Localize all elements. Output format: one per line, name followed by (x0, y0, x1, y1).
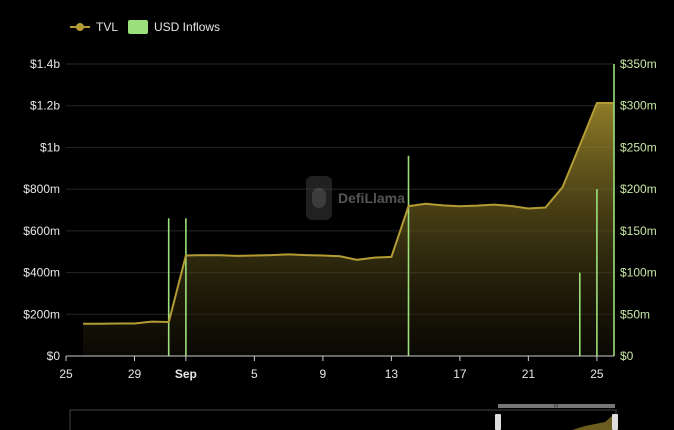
y-right-tick-label: $250m (620, 140, 657, 154)
usd-inflows-swatch-icon (128, 20, 149, 34)
usd-inflow-bar[interactable] (167, 218, 170, 356)
llama-logo-icon (306, 176, 332, 220)
range-navigator[interactable]: III (69, 404, 618, 430)
usd-inflow-bar[interactable] (596, 189, 598, 356)
tvl-line (83, 102, 614, 325)
y-left-tick-label: $800m (23, 182, 60, 196)
watermark-text: DefiLlama (338, 190, 405, 206)
usd-inflow-bar[interactable] (407, 155, 410, 356)
y-left-tick-label: $1.4b (30, 57, 60, 71)
navigator-left-handle[interactable] (495, 414, 501, 430)
x-tick-label: 17 (453, 367, 467, 381)
y-left-tick-label: $400m (23, 266, 60, 280)
tvl-area (83, 103, 615, 356)
y-right-tick-label: $150m (620, 224, 657, 238)
x-tick-label: 25 (59, 367, 73, 381)
navigator-handle-label: III (554, 404, 558, 410)
navigator-frame (69, 409, 617, 430)
x-tick-label: Sep (175, 367, 197, 381)
y-left-tick-label: $1b (40, 140, 60, 154)
chart-legend: TVL USD Inflows (70, 20, 220, 34)
y-right-axis: $0 $50m $100m $150m $200m $250m $300m $350m (620, 57, 657, 363)
y-left-axis: $0 $200m $400m $600m $800m $1b $1.2b $1.4b (23, 57, 60, 363)
y-left-tick-label: $1.2b (30, 99, 60, 113)
y-right-tick-label: $0 (620, 349, 634, 363)
y-right-tick-label: $300m (620, 99, 657, 113)
y-right-tick-label: $50m (620, 307, 650, 321)
y-left-tick-label: $0 (47, 349, 61, 363)
grid-lines (66, 63, 614, 315)
x-tick-label: 9 (320, 367, 327, 381)
y-left-tick-label: $600m (23, 224, 60, 238)
x-axis: 25 29 Sep 5 9 13 17 21 25 (59, 356, 604, 381)
y-right-tick-label: $200m (620, 182, 657, 196)
usd-inflow-bar[interactable] (579, 272, 581, 356)
defillama-watermark: DefiLlama (306, 176, 405, 220)
x-tick-label: 25 (590, 367, 604, 381)
legend-item-tvl[interactable]: TVL (70, 20, 118, 34)
legend-item-usd-inflows[interactable]: USD Inflows (128, 20, 220, 34)
legend-tvl-label: TVL (96, 20, 119, 34)
x-tick-label: 13 (385, 367, 399, 381)
y-right-tick-label: $350m (620, 57, 657, 71)
x-tick-label: 29 (128, 367, 142, 381)
legend-usd-label: USD Inflows (154, 20, 221, 34)
x-tick-label: 21 (522, 367, 536, 381)
usd-inflow-bar[interactable] (185, 218, 187, 356)
y-left-tick-label: $200m (23, 307, 60, 321)
tvl-line-swatch-icon (70, 21, 90, 33)
y-right-tick-label: $100m (620, 266, 657, 280)
x-tick-label: 5 (251, 367, 258, 381)
navigator-selection[interactable] (498, 404, 615, 408)
navigator-right-handle[interactable] (612, 414, 618, 430)
navigator-series (572, 416, 612, 430)
